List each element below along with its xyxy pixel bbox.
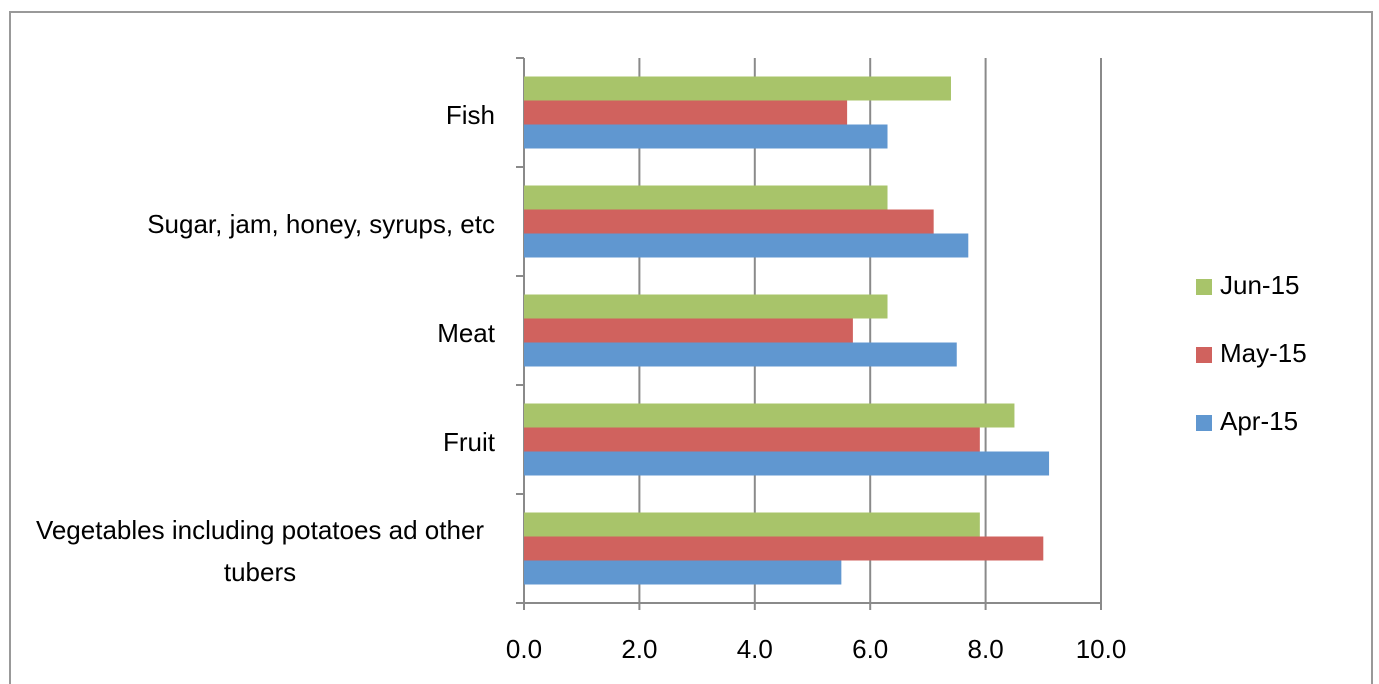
bar	[524, 560, 842, 585]
x-tick-label: 10.0	[1076, 634, 1127, 664]
bar	[524, 100, 848, 125]
legend-swatch	[1196, 415, 1212, 431]
bar	[524, 512, 980, 537]
bar	[524, 185, 888, 210]
legend-swatch	[1196, 347, 1212, 363]
bar	[524, 124, 888, 149]
legend-label: Jun-15	[1220, 270, 1300, 300]
x-tick-label: 4.0	[737, 634, 773, 664]
legend-label: May-15	[1220, 338, 1307, 368]
bar	[524, 451, 1050, 476]
legend-swatch	[1196, 279, 1212, 295]
category-label: Sugar, jam, honey, syrups, etc	[147, 208, 495, 239]
bar	[524, 76, 951, 101]
bar	[524, 294, 888, 319]
x-tick-label: 6.0	[852, 634, 888, 664]
bar	[524, 318, 853, 343]
bar	[524, 403, 1015, 428]
x-tick-label: 8.0	[968, 634, 1004, 664]
category-label: Meat	[437, 317, 495, 348]
category-label: Vegetables including potatoes ad other t…	[35, 514, 485, 587]
bar	[524, 536, 1044, 561]
bar	[524, 233, 969, 258]
category-label: Fish	[445, 99, 495, 130]
legend-label: Apr-15	[1220, 406, 1298, 436]
bar	[524, 427, 980, 452]
chart-frame	[9, 11, 1373, 684]
x-tick-label: 2.0	[621, 634, 657, 664]
bar	[524, 209, 934, 234]
bar	[524, 342, 957, 367]
category-label: Fruit	[443, 426, 495, 457]
x-tick-label: 0.0	[506, 634, 542, 664]
